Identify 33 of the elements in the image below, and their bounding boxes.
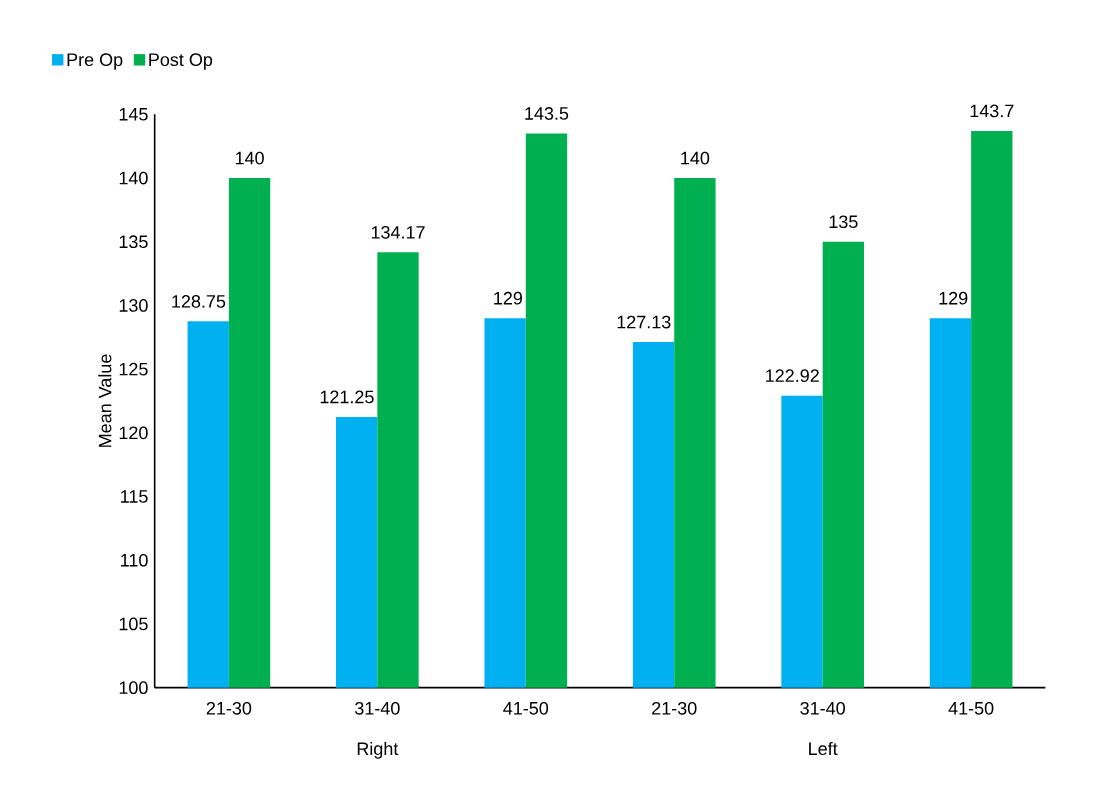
y-tick-label: 130 xyxy=(119,299,148,312)
x-tick-label: 41-50 xyxy=(503,701,549,715)
data-label: 135 xyxy=(829,215,858,229)
x-tick-label: 31-40 xyxy=(800,701,845,715)
data-label: 122.92 xyxy=(766,369,819,383)
data-label: 127.13 xyxy=(617,315,671,329)
y-tick-label: 105 xyxy=(119,617,148,631)
y-tick-label: 135 xyxy=(119,235,148,249)
x-tick-label: 41-50 xyxy=(948,701,994,715)
data-label: 121.25 xyxy=(320,390,374,404)
y-tick-label: 110 xyxy=(121,553,148,567)
y-axis-title: Mean Value xyxy=(98,354,112,447)
data-label: 134.17 xyxy=(371,225,425,239)
text: Left xyxy=(809,741,838,756)
x-tick-label: 21-30 xyxy=(652,701,697,715)
y-tick-label: 120 xyxy=(119,426,148,440)
y-tick-label: 115 xyxy=(121,490,148,503)
y-tick-label: 125 xyxy=(119,362,148,376)
data-label: 140 xyxy=(235,151,264,165)
data-label: 140 xyxy=(681,151,710,165)
y-tick-label: 145 xyxy=(119,108,148,121)
y-tick-label: 100 xyxy=(119,681,148,695)
data-label: 129 xyxy=(939,291,968,305)
x-tick-label: 21-30 xyxy=(206,701,252,715)
data-label: 143.5 xyxy=(525,107,569,120)
legend-label: Post Op xyxy=(149,53,213,70)
y-tick-label: 140 xyxy=(119,171,148,185)
data-label: 128.75 xyxy=(172,295,226,308)
data-label: 143.7 xyxy=(970,104,1014,118)
legend-label: Pre Op xyxy=(67,53,123,70)
x-tick-label: 31-40 xyxy=(355,701,400,715)
text: Right xyxy=(357,741,399,759)
data-label: 129 xyxy=(494,291,522,305)
